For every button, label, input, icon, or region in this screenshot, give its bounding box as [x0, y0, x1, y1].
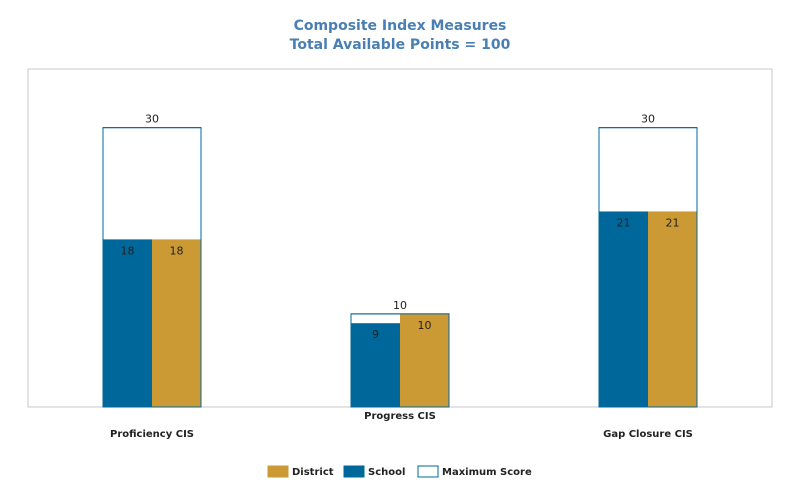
- category-label: Gap Closure CIS: [603, 429, 693, 440]
- legend-label: Maximum Score: [442, 467, 532, 478]
- bar-group: 30 18 18 Proficiency CIS 10 9 10 Progress CIS 30…: [102, 113, 698, 440]
- maximum-score-outline: [102, 127, 202, 408]
- school-value-label: 21: [617, 216, 631, 229]
- maximum-score-label: 10: [393, 299, 407, 312]
- legend-swatch: [267, 465, 289, 478]
- legend-label: District: [292, 467, 334, 478]
- district-bar: [400, 313, 449, 407]
- maximum-score-outline: [598, 127, 698, 408]
- legend-label: School: [368, 467, 405, 478]
- chart-subtitle: Total Available Points = 100: [290, 37, 511, 53]
- district-bar: [152, 239, 201, 407]
- maximum-score-label: 30: [641, 113, 655, 126]
- chart-title: Composite Index Measures: [294, 18, 507, 34]
- school-value-label: 9: [372, 328, 379, 341]
- school-bar: [599, 211, 648, 407]
- school-value-label: 18: [121, 244, 135, 257]
- legend: District School Maximum Score: [267, 465, 532, 478]
- school-bar: [351, 323, 400, 407]
- district-value-label: 21: [666, 216, 680, 229]
- maximum-score-outline: [350, 313, 450, 408]
- category-label: Progress CIS: [364, 411, 436, 422]
- category-label: Proficiency CIS: [110, 429, 194, 440]
- district-value-label: 10: [418, 319, 432, 332]
- legend-swatch: [417, 465, 439, 478]
- school-bar: [103, 239, 152, 407]
- district-bar: [648, 211, 697, 407]
- legend-swatch: [343, 465, 365, 478]
- district-value-label: 18: [170, 244, 184, 257]
- maximum-score-label: 30: [145, 113, 159, 126]
